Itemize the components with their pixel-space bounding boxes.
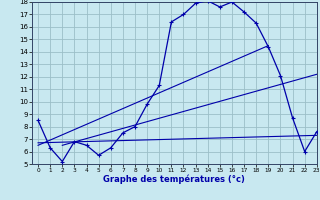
X-axis label: Graphe des températures (°c): Graphe des températures (°c) [103, 175, 245, 184]
